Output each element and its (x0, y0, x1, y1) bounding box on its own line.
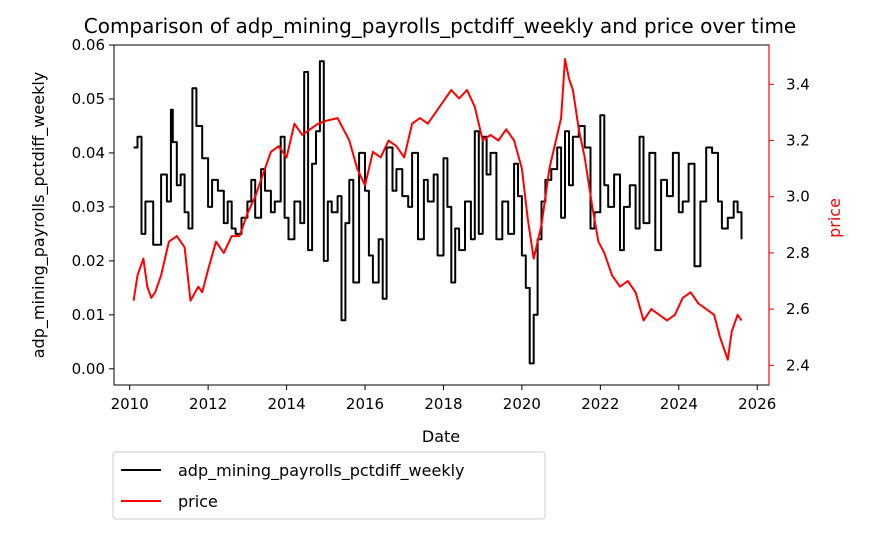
x-tick-label: 2020 (503, 395, 541, 413)
y-left-tick-label: 0.00 (72, 360, 105, 378)
x-tick-label: 2024 (660, 395, 698, 413)
plot-frame (113, 44, 770, 386)
x-axis: 2010 2012 2014 2016 2018 2020 2022 2024 2026 (111, 385, 776, 413)
y-axis-right: 2.4 2.6 2.8 3.0 3.2 3.4 (768, 45, 810, 385)
series-line-price (132, 58, 743, 361)
y-left-tick-label: 0.06 (72, 36, 105, 54)
x-tick-label: 2022 (581, 395, 619, 413)
series-layer (132, 58, 743, 365)
y-left-tick-label: 0.05 (72, 90, 105, 108)
x-tick-label: 2010 (111, 395, 149, 413)
x-tick-label: 2026 (738, 395, 776, 413)
y-axis-left-label: adp_mining_payrolls_pctdiff_weekly (29, 72, 49, 359)
series-line-mining-payrolls (133, 60, 743, 365)
y-right-tick-label: 2.4 (786, 356, 810, 374)
y-right-tick-label: 3.0 (786, 188, 810, 206)
chart-title: Comparison of adp_mining_payrolls_pctdif… (84, 14, 797, 38)
y-left-tick-label: 0.03 (72, 198, 105, 216)
x-tick-label: 2018 (424, 395, 462, 413)
y-axis-left: 0.00 0.01 0.02 0.03 0.04 0.05 0.06 (72, 36, 114, 378)
legend-label-mining-payrolls: adp_mining_payrolls_pctdiff_weekly (178, 461, 465, 481)
x-tick-label: 2012 (189, 395, 227, 413)
y-right-tick-label: 3.4 (786, 75, 810, 93)
y-right-tick-label: 3.2 (786, 132, 810, 150)
x-tick-label: 2014 (267, 395, 305, 413)
legend-label-price: price (178, 492, 218, 511)
y-left-tick-label: 0.02 (72, 252, 105, 270)
y-right-tick-label: 2.8 (786, 244, 810, 262)
legend: adp_mining_payrolls_pctdiff_weekly price (112, 451, 546, 520)
y-left-tick-label: 0.04 (72, 144, 105, 162)
y-axis-right-label: price (825, 198, 844, 238)
y-right-tick-label: 2.6 (786, 300, 810, 318)
x-tick-label: 2016 (346, 395, 384, 413)
legend-frame (112, 451, 546, 520)
plot-area (113, 44, 770, 386)
y-left-tick-label: 0.01 (72, 306, 105, 324)
x-axis-label: Date (422, 427, 460, 446)
